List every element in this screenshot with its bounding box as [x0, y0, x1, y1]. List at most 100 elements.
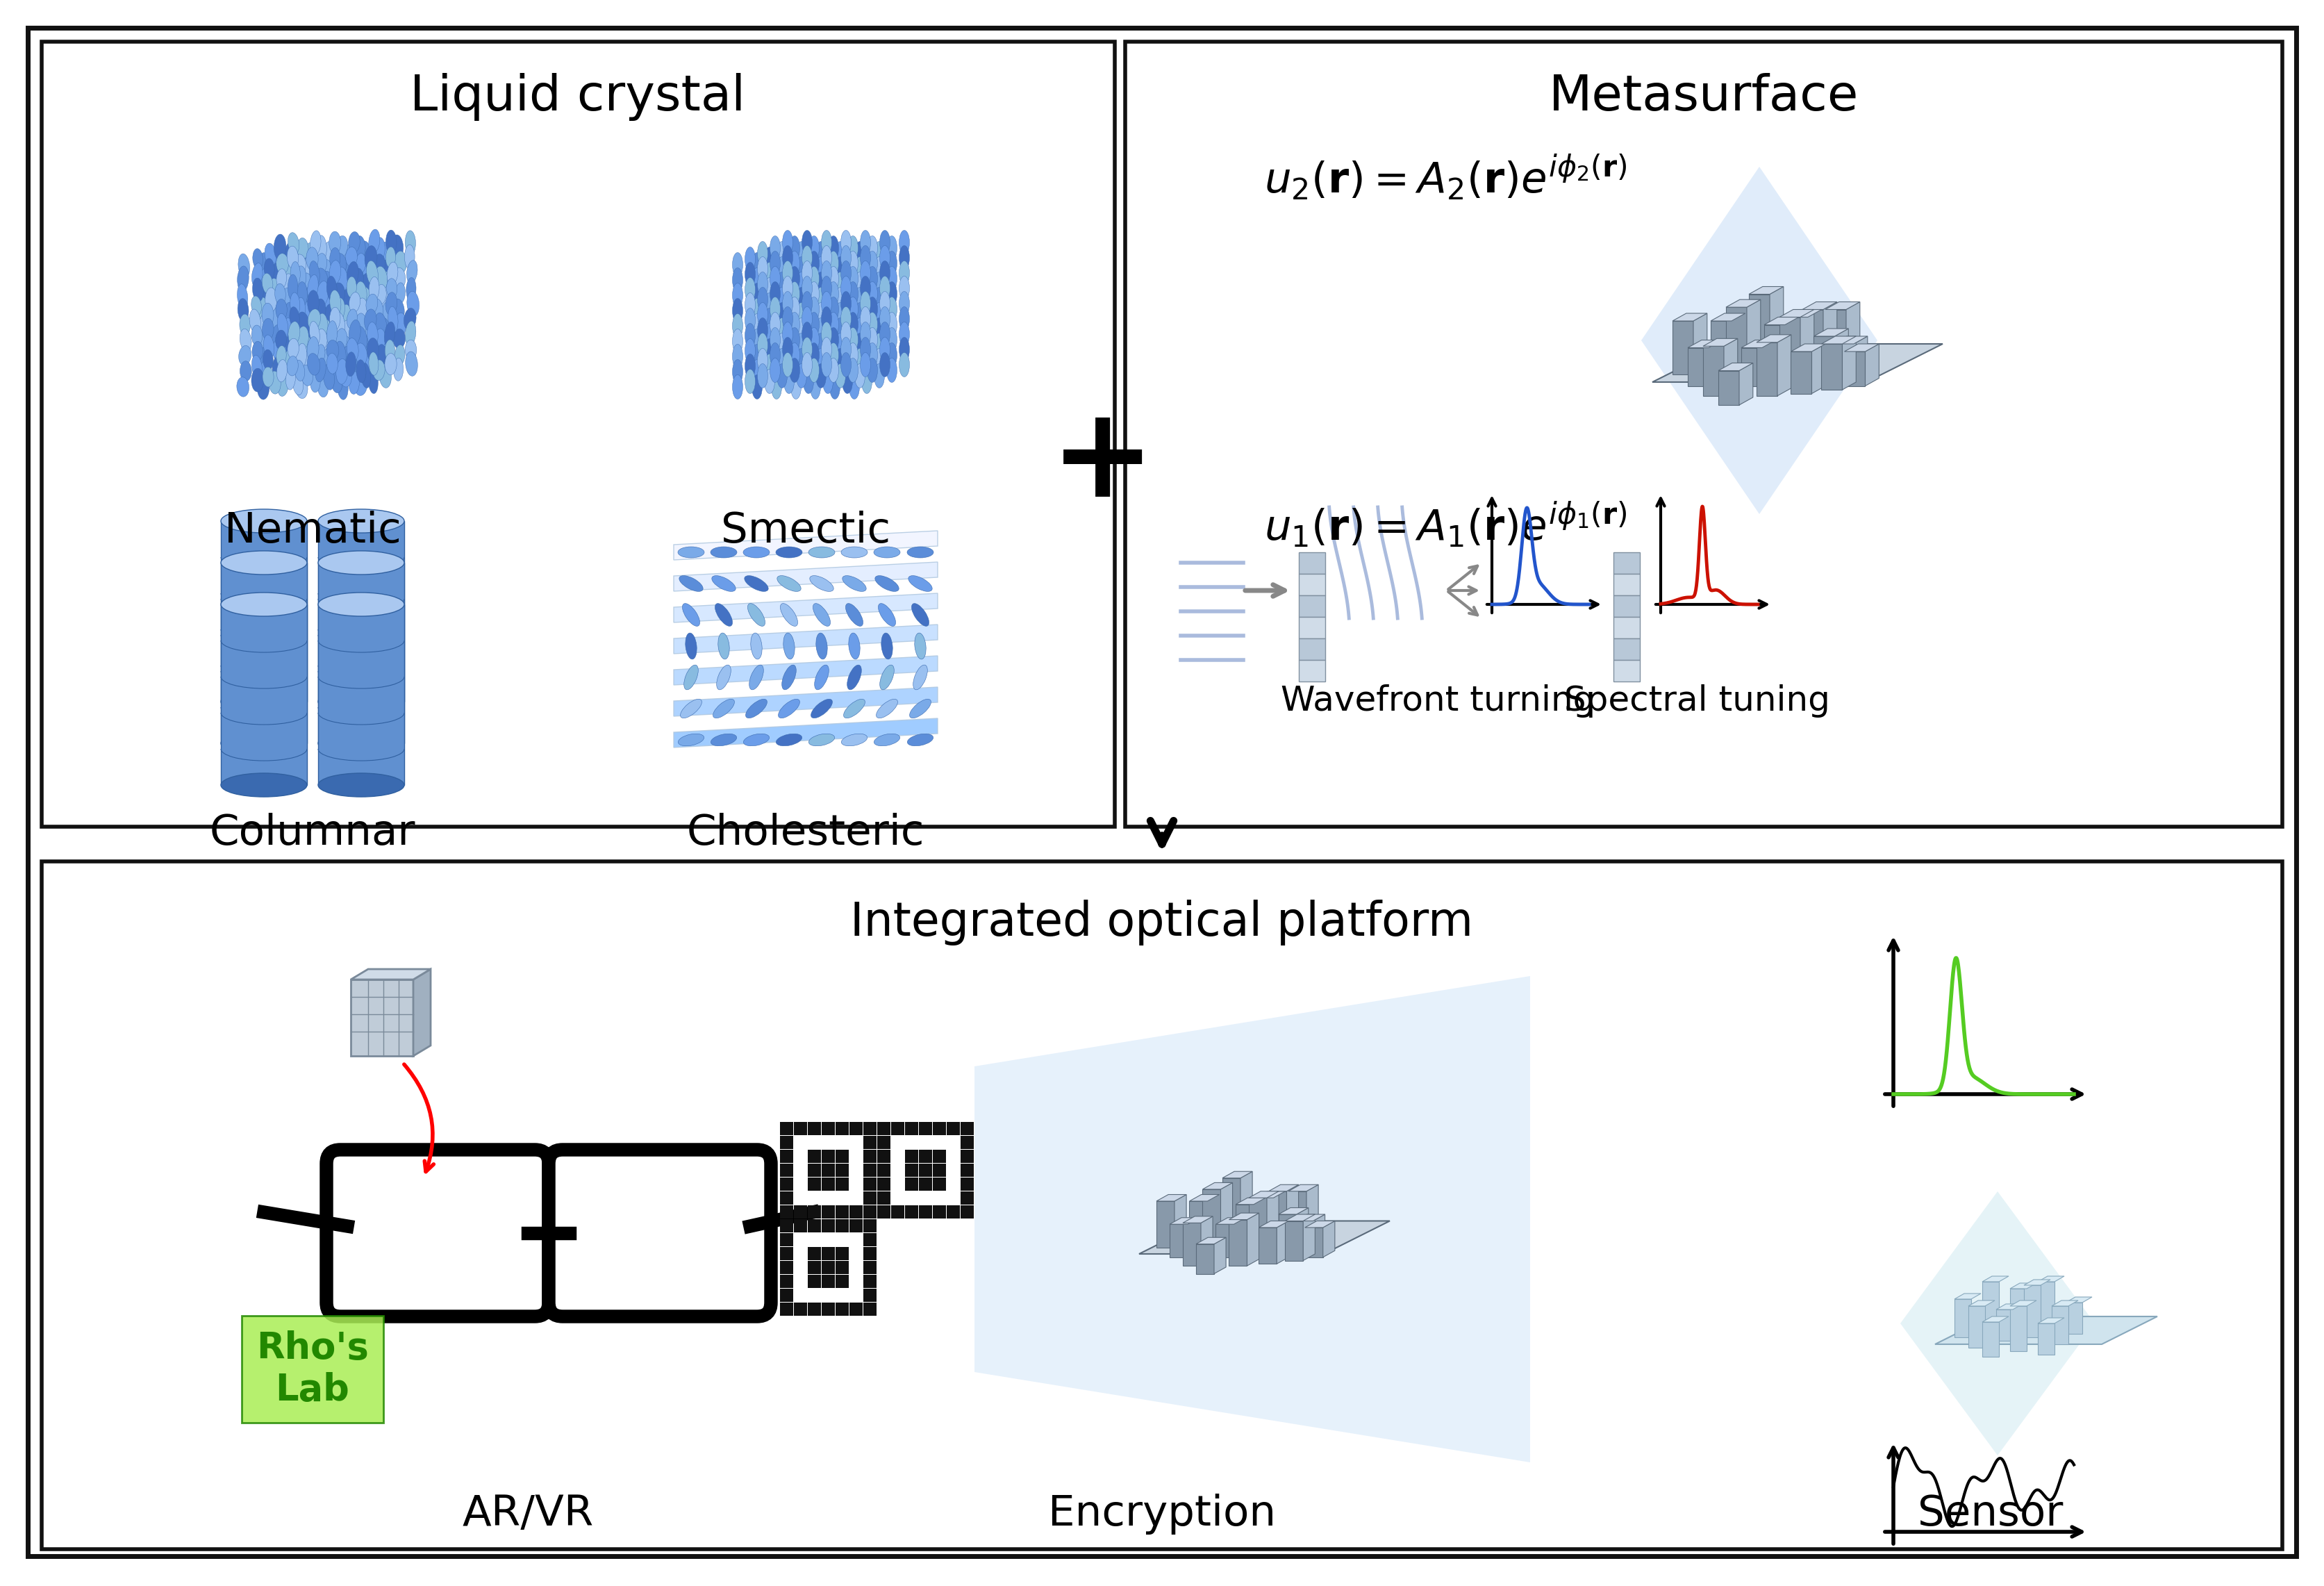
Ellipse shape: [899, 276, 909, 300]
Polygon shape: [1234, 1218, 1246, 1258]
Ellipse shape: [325, 339, 339, 360]
Ellipse shape: [809, 547, 834, 558]
Ellipse shape: [376, 284, 386, 305]
Ellipse shape: [888, 251, 897, 276]
Ellipse shape: [349, 320, 360, 346]
Bar: [318, 604, 404, 785]
Bar: [781, 1164, 792, 1177]
Ellipse shape: [855, 333, 865, 357]
Ellipse shape: [797, 271, 806, 297]
Text: Integrated optical platform: Integrated optical platform: [851, 899, 1473, 945]
Bar: [890, 1205, 904, 1218]
Ellipse shape: [339, 366, 351, 387]
Bar: [823, 1220, 834, 1232]
Bar: [876, 1150, 890, 1163]
Ellipse shape: [323, 305, 335, 327]
Bar: [318, 522, 404, 701]
Ellipse shape: [790, 328, 802, 354]
Ellipse shape: [386, 292, 397, 316]
Polygon shape: [2066, 1302, 2082, 1334]
Ellipse shape: [804, 339, 813, 363]
Ellipse shape: [776, 241, 788, 266]
Ellipse shape: [753, 282, 762, 308]
Polygon shape: [1294, 1221, 1313, 1247]
Ellipse shape: [834, 287, 846, 311]
Polygon shape: [1248, 1213, 1260, 1266]
Ellipse shape: [404, 308, 416, 330]
Polygon shape: [1274, 1191, 1285, 1228]
Ellipse shape: [370, 230, 379, 254]
Ellipse shape: [765, 324, 774, 347]
Ellipse shape: [797, 349, 806, 373]
Polygon shape: [1717, 363, 1752, 371]
Ellipse shape: [379, 285, 393, 312]
Bar: [862, 1247, 876, 1261]
Polygon shape: [1813, 328, 1848, 336]
Ellipse shape: [293, 371, 304, 395]
Ellipse shape: [239, 328, 251, 352]
Ellipse shape: [337, 376, 349, 400]
Ellipse shape: [284, 287, 293, 311]
Ellipse shape: [356, 270, 367, 293]
Ellipse shape: [349, 279, 360, 303]
Text: $u_1(\mathbf{r})=A_1(\mathbf{r})e^{i\phi_1(\mathbf{r})}$: $u_1(\mathbf{r})=A_1(\mathbf{r})e^{i\phi…: [1264, 500, 1627, 549]
Ellipse shape: [746, 324, 755, 347]
Ellipse shape: [363, 257, 374, 281]
Bar: [1613, 639, 1641, 660]
Ellipse shape: [746, 247, 755, 271]
Ellipse shape: [330, 292, 342, 317]
Ellipse shape: [367, 308, 379, 330]
Ellipse shape: [270, 263, 281, 289]
Polygon shape: [1708, 339, 1722, 385]
Ellipse shape: [758, 241, 767, 266]
Ellipse shape: [841, 308, 853, 333]
Bar: [221, 522, 307, 701]
Bar: [795, 1205, 806, 1218]
Ellipse shape: [769, 266, 781, 290]
Polygon shape: [1727, 308, 1748, 376]
Bar: [932, 1177, 946, 1191]
Polygon shape: [1687, 339, 1722, 347]
Ellipse shape: [811, 699, 832, 718]
Polygon shape: [1222, 1172, 1253, 1178]
Bar: [932, 1121, 946, 1136]
Ellipse shape: [356, 331, 367, 352]
Ellipse shape: [274, 284, 286, 305]
Ellipse shape: [848, 314, 860, 338]
Ellipse shape: [307, 247, 318, 271]
Bar: [809, 1275, 820, 1288]
Ellipse shape: [841, 352, 851, 377]
Ellipse shape: [790, 298, 802, 322]
Polygon shape: [351, 969, 430, 980]
Polygon shape: [1785, 317, 1799, 371]
Ellipse shape: [713, 699, 734, 718]
Ellipse shape: [830, 298, 839, 322]
Bar: [837, 1121, 848, 1136]
Ellipse shape: [286, 331, 295, 357]
Polygon shape: [1229, 1213, 1260, 1220]
Ellipse shape: [370, 278, 379, 301]
Ellipse shape: [765, 278, 774, 301]
Ellipse shape: [809, 266, 820, 290]
Ellipse shape: [834, 349, 846, 373]
Ellipse shape: [732, 344, 744, 368]
Ellipse shape: [732, 360, 744, 384]
Ellipse shape: [277, 268, 286, 289]
Polygon shape: [1982, 1277, 2008, 1281]
Ellipse shape: [881, 352, 890, 377]
Ellipse shape: [867, 358, 878, 382]
Bar: [837, 1302, 848, 1316]
Ellipse shape: [753, 360, 762, 384]
Ellipse shape: [221, 509, 307, 533]
Ellipse shape: [239, 346, 251, 365]
Polygon shape: [1297, 1207, 1308, 1251]
Ellipse shape: [841, 338, 851, 362]
Ellipse shape: [753, 298, 762, 322]
Ellipse shape: [337, 266, 349, 290]
Bar: [904, 1121, 918, 1136]
Polygon shape: [1982, 1281, 1999, 1331]
Ellipse shape: [783, 308, 795, 333]
Ellipse shape: [395, 282, 404, 303]
Ellipse shape: [295, 327, 309, 352]
Ellipse shape: [848, 236, 858, 260]
